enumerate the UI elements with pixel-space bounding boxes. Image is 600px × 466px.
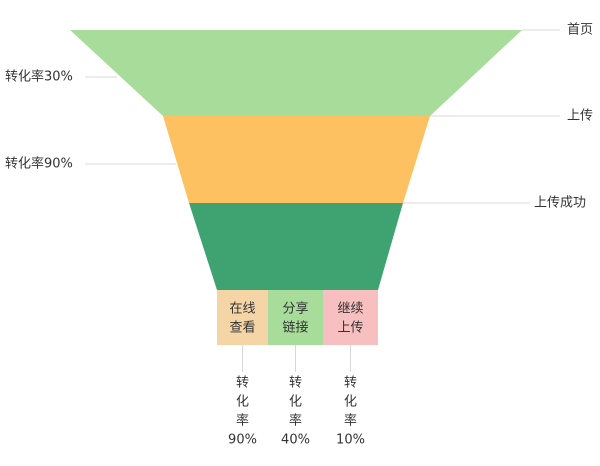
branch-label: 上传 xyxy=(337,321,363,336)
stage-label: 上传成功 xyxy=(534,196,586,211)
branch-label: 链接 xyxy=(282,320,308,336)
branch-box xyxy=(323,290,378,345)
stage-label: 首页 xyxy=(567,23,593,38)
funnel-stage xyxy=(163,116,430,203)
branch-label: 分享 xyxy=(282,301,308,317)
branch-label: 查看 xyxy=(229,320,255,336)
conversion-label: 转化率30% xyxy=(5,69,73,85)
conversion-label: 转化率90% xyxy=(5,156,73,172)
rate-label: 转 xyxy=(344,376,357,391)
funnel-stage xyxy=(189,203,403,290)
branch-box xyxy=(268,290,323,345)
branch-label: 在线 xyxy=(229,302,255,317)
stage-label: 上传 xyxy=(567,109,593,124)
rate-label: 化 xyxy=(236,395,249,410)
rate-label: 化 xyxy=(289,395,302,410)
rate-label: 率 xyxy=(289,413,302,429)
rate-label: 率 xyxy=(236,413,249,429)
rate-label: 转 xyxy=(236,376,249,391)
branch-label: 继续 xyxy=(337,302,363,317)
branch-box xyxy=(217,290,268,345)
rate-label: 90% xyxy=(228,433,257,448)
rate-label: 化 xyxy=(344,395,357,410)
rate-label: 40% xyxy=(281,433,310,448)
rate-label: 率 xyxy=(344,413,357,429)
rate-label: 10% xyxy=(336,433,365,448)
rate-label: 转 xyxy=(289,376,302,391)
funnel-stage xyxy=(70,30,522,116)
